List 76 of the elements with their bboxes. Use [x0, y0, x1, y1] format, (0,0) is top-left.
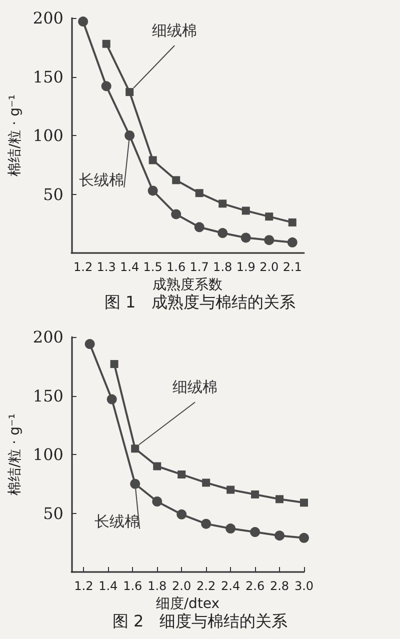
- point: [102, 40, 110, 48]
- point: [131, 444, 140, 453]
- point: [172, 176, 180, 184]
- x-tick-label: 1.4: [98, 579, 118, 593]
- point: [299, 532, 309, 543]
- point: [250, 527, 260, 538]
- point: [218, 228, 228, 238]
- point: [110, 360, 118, 368]
- x-axis-title: 细度/dtex: [156, 596, 220, 612]
- x-tick-label: 2.2: [196, 579, 216, 593]
- x-tick-label: 2.0: [260, 260, 279, 274]
- y-tick-label: 100: [32, 126, 64, 145]
- x-tick-label: 2.8: [270, 579, 290, 593]
- x-tick-label: 1.9: [236, 260, 256, 274]
- x-tick-label: 2.4: [221, 579, 240, 593]
- x-tick-label: 1.2: [74, 260, 93, 274]
- point: [240, 232, 251, 243]
- y-axis-title: 棉结/粒 · g⁻¹: [7, 414, 23, 496]
- point: [171, 209, 182, 220]
- point: [300, 498, 308, 507]
- y-tick-label: 150: [32, 386, 64, 406]
- y-tick-label: 150: [32, 67, 64, 86]
- y-tick-label: 200: [32, 8, 64, 28]
- point: [226, 486, 235, 494]
- x-tick-label: 2.1: [282, 260, 302, 274]
- point: [78, 16, 88, 27]
- x-tick-label: 3.0: [294, 579, 314, 593]
- point: [195, 189, 204, 198]
- point: [84, 339, 95, 350]
- text: 细绒棉: [152, 22, 198, 40]
- x-tick-label: 1.7: [190, 260, 209, 274]
- x-tick-label: 1.5: [143, 260, 162, 274]
- y-tick-label: 50: [43, 184, 64, 204]
- point: [264, 235, 274, 246]
- x-tick-label: 1.6: [166, 260, 186, 274]
- point: [274, 530, 285, 541]
- point: [148, 156, 157, 164]
- point: [152, 496, 162, 506]
- x-tick-label: 1.6: [123, 579, 142, 593]
- point: [287, 237, 298, 248]
- point: [201, 518, 212, 529]
- point: [176, 509, 187, 520]
- x-tick-label: 1.2: [74, 579, 94, 593]
- x-tick-label: 1.8: [148, 579, 167, 593]
- x-tick-label: 2.6: [245, 579, 265, 593]
- x-tick-label: 1.4: [120, 260, 140, 274]
- text: 图 1 成熟度与棉结的关系: [104, 292, 296, 312]
- point: [106, 394, 117, 404]
- point: [218, 200, 227, 208]
- y-tick-label: 50: [43, 504, 64, 523]
- point: [148, 186, 158, 196]
- x-tick-label: 2.0: [172, 579, 192, 593]
- point: [153, 462, 162, 470]
- point: [242, 206, 250, 215]
- point: [288, 218, 296, 226]
- x-tick-label: 1.8: [213, 260, 232, 274]
- series-label: 长绒棉: [94, 512, 140, 530]
- point: [178, 470, 186, 478]
- y-tick-label: 100: [32, 445, 64, 464]
- x-tick-label: 1.3: [96, 260, 116, 274]
- y-tick-label: 200: [32, 328, 64, 346]
- text: 细绒棉: [172, 378, 218, 396]
- x-axis-title: 成熟度系数: [152, 276, 223, 293]
- point: [251, 490, 260, 498]
- series-label: 长绒棉: [79, 171, 124, 189]
- point: [126, 88, 134, 96]
- point: [276, 495, 284, 504]
- point: [130, 478, 140, 489]
- point: [101, 81, 112, 92]
- point: [226, 524, 236, 534]
- point: [202, 478, 210, 487]
- text: 图 2 细度与棉结的关系: [112, 612, 288, 630]
- point: [194, 222, 204, 232]
- point: [124, 130, 135, 140]
- y-axis-title: 棉结/粒 · g⁻¹: [7, 94, 23, 176]
- point: [265, 212, 274, 221]
